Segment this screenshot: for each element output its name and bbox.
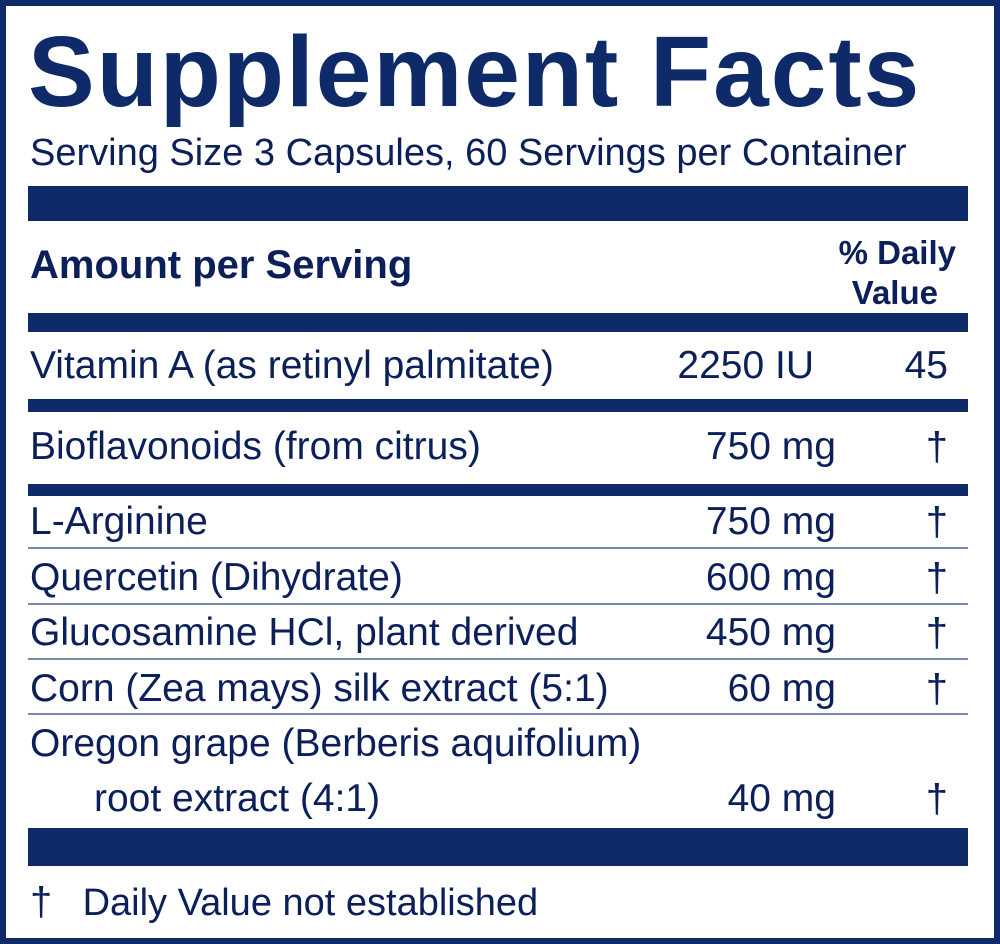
nutrient-daily-value: † — [925, 500, 948, 544]
row-divider — [28, 547, 968, 549]
nutrient-amount: 600 mg — [705, 556, 836, 599]
section-divider-bioflavonoids — [28, 484, 968, 496]
amount-per-serving-header: Amount per Serving — [30, 243, 413, 287]
nutrient-daily-value: † — [925, 611, 948, 655]
nutrient-daily-value: † — [925, 777, 948, 821]
section-divider-header — [28, 313, 968, 332]
nutrient-name: L-Arginine — [30, 500, 208, 543]
serving-info: Serving Size 3 Capsules, 60 Servings per… — [30, 132, 907, 174]
nutrient-amount: 750 mg — [705, 500, 836, 543]
daily-value-footnote: † Daily Value not established — [30, 882, 538, 922]
nutrient-daily-value: † — [925, 556, 948, 600]
section-divider-bottom — [28, 828, 968, 866]
section-divider-vitamins — [28, 399, 968, 412]
nutrient-row: Bioflavonoids (from citrus) 750 mg † — [28, 427, 968, 471]
nutrient-row: L-Arginine 750 mg † — [28, 502, 968, 546]
nutrient-row: Vitamin A (as retinyl palmitate) 2250 IU… — [28, 346, 968, 390]
amount-header-row: Amount per Serving % Daily Value — [28, 233, 968, 311]
footnote-dagger-symbol: † — [30, 880, 53, 924]
nutrient-row: Quercetin (Dihydrate) 600 mg † — [28, 558, 968, 602]
nutrient-name: Corn (Zea mays) silk extract (5:1) — [30, 667, 609, 710]
nutrient-amount: 450 mg — [705, 611, 836, 654]
row-divider — [28, 603, 968, 605]
nutrient-name-line-2: root extract (4:1) — [94, 777, 381, 820]
nutrient-daily-value: 45 — [904, 344, 948, 387]
nutrient-row: Corn (Zea mays) silk extract (5:1) 60 mg… — [28, 669, 968, 713]
nutrient-name: Glucosamine HCl, plant derived — [30, 611, 579, 654]
nutrient-daily-value: † — [925, 667, 948, 711]
daily-value-header: % Daily Value — [816, 233, 956, 313]
section-divider-top — [28, 186, 968, 221]
supplement-facts-content: Supplement Facts Serving Size 3 Capsules… — [28, 6, 968, 938]
row-divider — [28, 658, 968, 660]
nutrient-amount: 40 mg — [727, 777, 836, 820]
nutrient-row: Oregon grape (Berberis aquifolium) root … — [28, 722, 968, 821]
nutrient-name: Bioflavonoids (from citrus) — [30, 425, 481, 468]
footnote-text: Daily Value not established — [82, 882, 539, 924]
nutrient-amount: 2250 IU — [677, 344, 814, 387]
nutrient-amount: 60 mg — [727, 667, 836, 710]
daily-value-header-line-2: Value — [851, 274, 938, 311]
nutrient-name: Quercetin (Dihydrate) — [30, 556, 403, 599]
nutrient-name: Vitamin A (as retinyl palmitate) — [30, 344, 554, 387]
daily-value-header-line-1: % Daily — [838, 234, 956, 271]
row-divider — [28, 713, 968, 715]
nutrient-row: Glucosamine HCl, plant derived 450 mg † — [28, 613, 968, 657]
nutrient-daily-value: † — [925, 425, 948, 469]
nutrient-amount: 750 mg — [705, 425, 836, 468]
nutrient-name-line-1: Oregon grape (Berberis aquifolium) — [30, 722, 642, 765]
label-title: Supplement Facts — [28, 16, 922, 128]
